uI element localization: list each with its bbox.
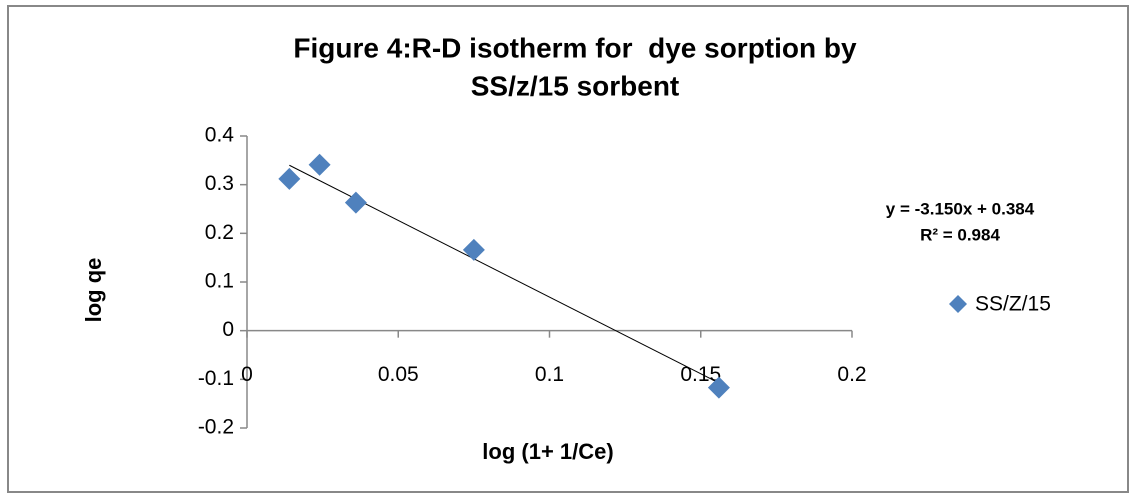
legend-label: SS/Z/15 xyxy=(975,293,1051,316)
chart-title: Figure 4:R-D isotherm for dye sorption b… xyxy=(293,32,857,63)
y-tick-label: 0 xyxy=(222,318,234,341)
legend-marker xyxy=(949,295,967,313)
y-tick-label: 0.3 xyxy=(205,172,234,195)
trendline-equation: y = -3.150x + 0.384 xyxy=(886,199,1035,218)
x-tick-label: 0 xyxy=(241,363,253,386)
x-tick-label: 0.2 xyxy=(837,363,866,386)
point xyxy=(344,191,367,214)
trendline-r-squared: R² = 0.984 xyxy=(920,225,1000,244)
y-tick-label: 0.4 xyxy=(205,124,235,147)
y-tick-label: 0.2 xyxy=(205,221,234,244)
y-tick-label: -0.2 xyxy=(198,416,234,439)
x-axis-title: log (1+ 1/Ce) xyxy=(482,439,613,464)
y-tick-label: 0.1 xyxy=(205,270,234,293)
chart-title: SS/z/15 sorbent xyxy=(471,70,680,101)
point xyxy=(462,238,485,261)
point xyxy=(308,153,331,176)
chart-border xyxy=(7,5,1129,493)
y-axis-title: log qe xyxy=(81,258,106,323)
point xyxy=(278,167,301,190)
x-tick-label: 0.1 xyxy=(535,363,564,386)
point xyxy=(707,376,730,399)
y-tick-label: -0.1 xyxy=(198,367,234,390)
x-tick-label: 0.05 xyxy=(378,363,419,386)
